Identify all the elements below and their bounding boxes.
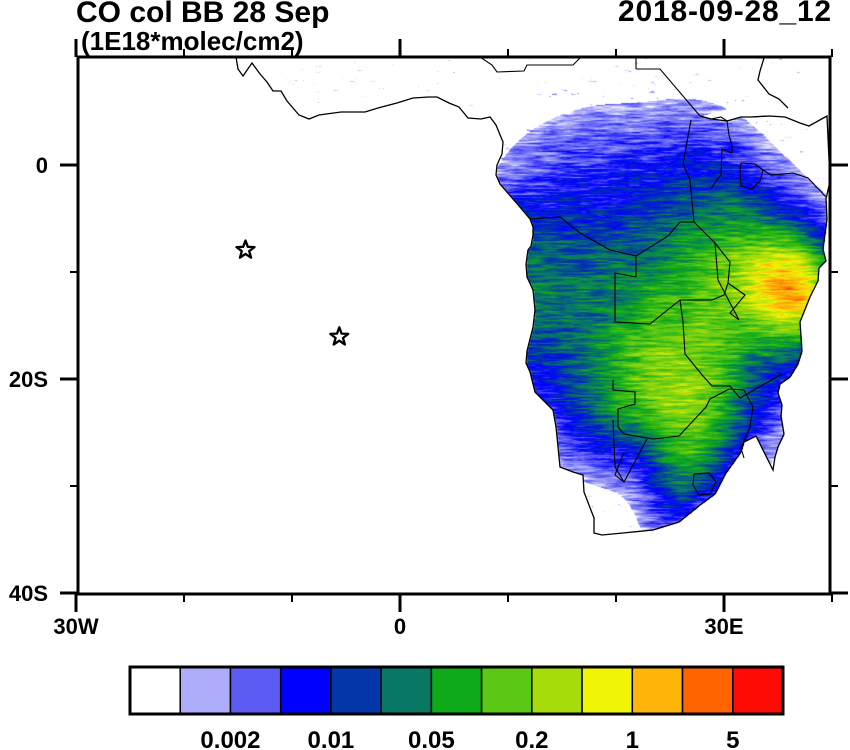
svg-text:30E: 30E xyxy=(704,614,743,639)
svg-text:0.002: 0.002 xyxy=(200,727,260,750)
svg-text:40S: 40S xyxy=(9,581,48,606)
svg-text:0.2: 0.2 xyxy=(515,727,548,750)
svg-text:0: 0 xyxy=(394,614,406,639)
svg-text:20S: 20S xyxy=(9,367,48,392)
svg-text:5: 5 xyxy=(726,727,739,750)
svg-text:30W: 30W xyxy=(53,614,98,639)
svg-text:0.01: 0.01 xyxy=(308,727,355,750)
svg-text:1: 1 xyxy=(626,727,639,750)
svg-text:0.05: 0.05 xyxy=(408,727,455,750)
svg-text:0: 0 xyxy=(36,153,48,178)
